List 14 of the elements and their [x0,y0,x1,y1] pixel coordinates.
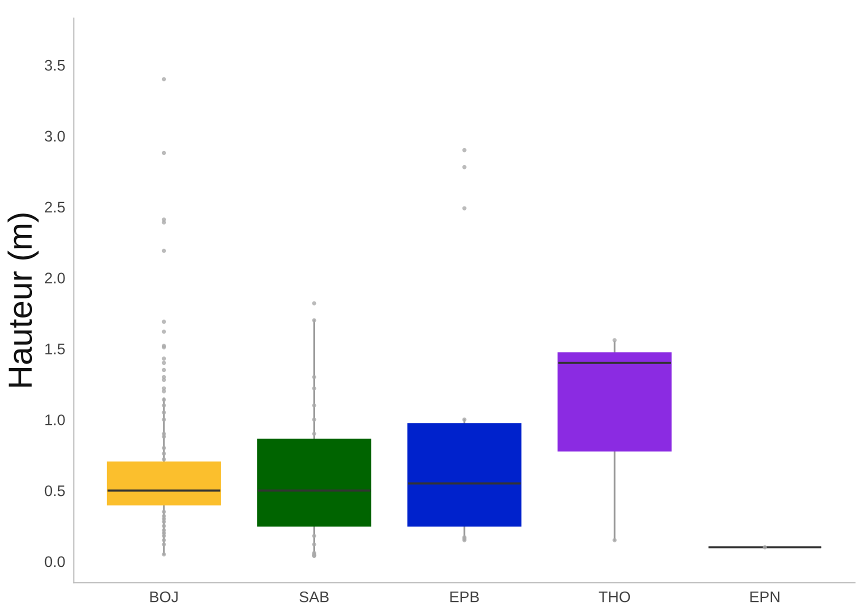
x-tick-label: EPN [750,592,780,602]
y-axis-title: Hauteur (m) [8,214,39,387]
x-tick-label: SAB [300,591,329,602]
y-tick-label: 1.5 [45,344,65,354]
y-tick-label: 3.5 [44,60,65,71]
y-tick-label: 0.0 [44,556,65,568]
y-tick-label: 2.5 [44,202,65,213]
x-tick-label: THO [598,591,630,602]
x-tick-label: EPB [450,592,479,602]
y-tick-label: 1.0 [45,414,65,426]
x-tick-label: BOJ [150,591,178,602]
y-tick-label: 2.0 [44,272,65,284]
y-tick-label: 3.0 [44,130,65,142]
y-tick-label: 0.5 [44,485,65,496]
